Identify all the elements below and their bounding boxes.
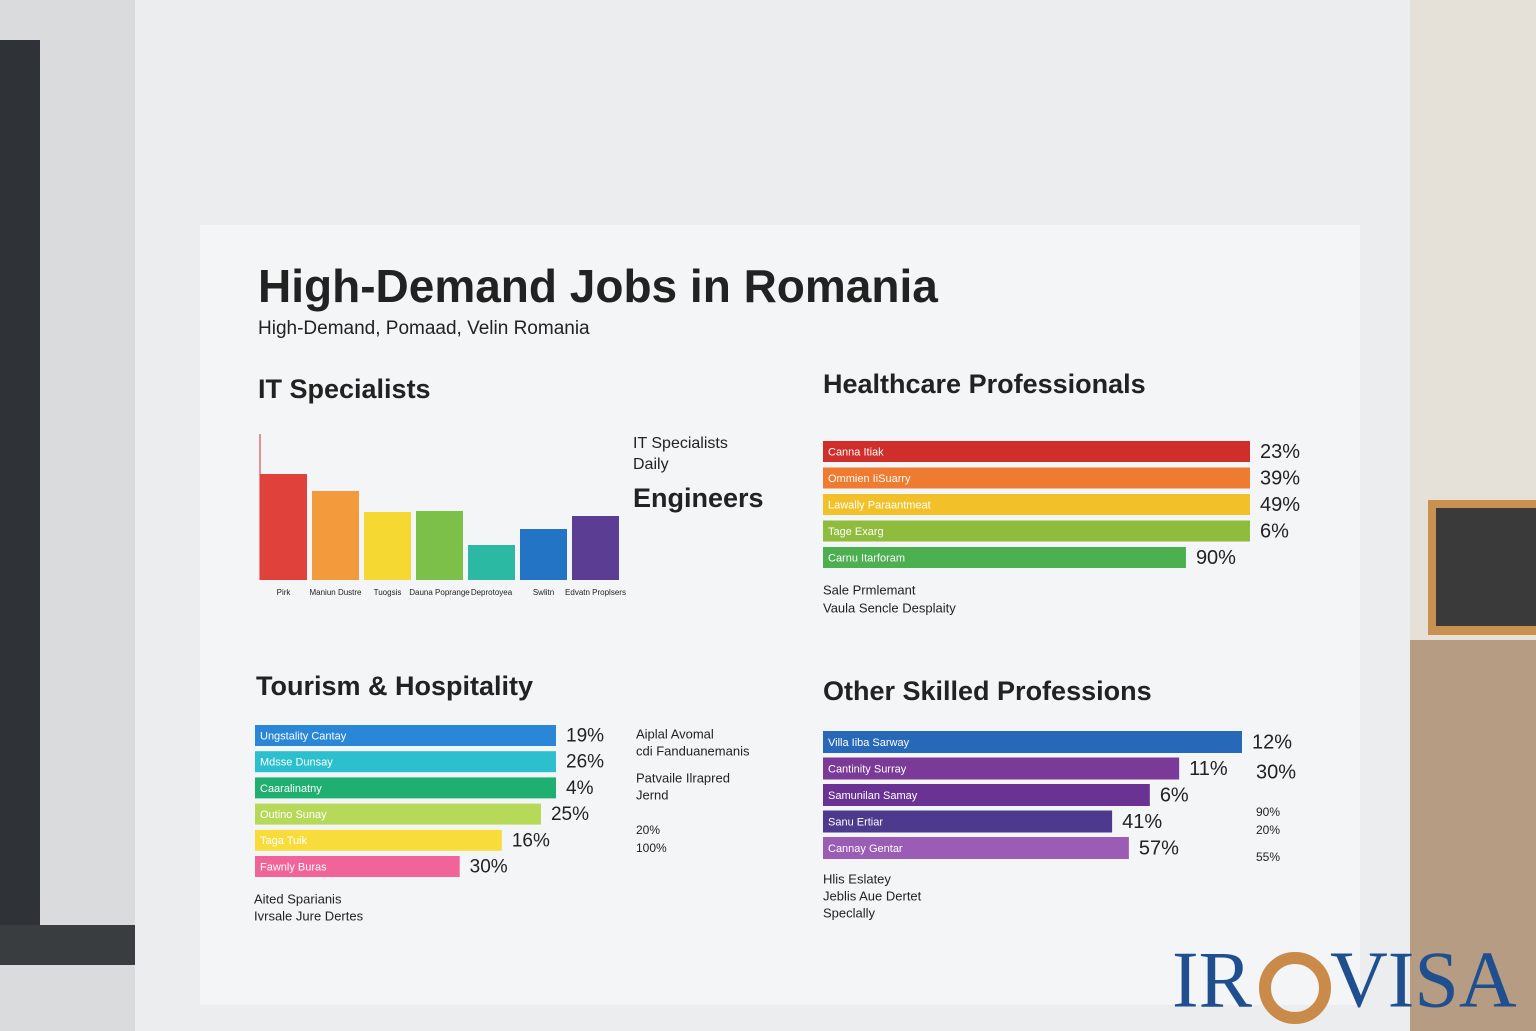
footnote: Ivrsale Jure Dertes	[254, 908, 364, 923]
x-tick-label: Dauna Poprange	[409, 588, 470, 597]
bar	[468, 545, 515, 580]
bar-label: 19%	[566, 726, 604, 747]
bar	[823, 757, 1180, 780]
note: Jernd	[636, 787, 669, 802]
bar-label: 49%	[1260, 494, 1300, 516]
title: High-Demand Jobs in Romania	[258, 260, 938, 312]
note: 30%	[1256, 761, 1296, 783]
bar-label: 26%	[566, 752, 604, 773]
bar	[823, 547, 1186, 568]
x-tick-label: Deprotoyea	[471, 588, 513, 597]
bar	[823, 784, 1150, 806]
bar	[823, 494, 1250, 515]
note: Patvaile Ilrapred	[636, 770, 730, 785]
note: 20%	[636, 823, 660, 837]
sill	[0, 925, 135, 965]
poster	[200, 225, 1360, 1005]
bar	[255, 856, 460, 877]
note: Daily	[633, 456, 669, 473]
bar-category: Ungstality Cantay	[260, 730, 347, 742]
note: IT Specialists	[633, 435, 728, 452]
x-tick-label: Edvatn Proplsers	[565, 588, 626, 597]
bar-category: Caaralinatny	[260, 783, 322, 795]
bar-label: 25%	[551, 804, 589, 825]
bar-category: Cannay Gentar	[828, 843, 903, 855]
x-tick-label: Tuogsis	[374, 588, 402, 597]
bar-label: 12%	[1252, 731, 1292, 753]
bar	[255, 777, 556, 799]
logo-o	[1259, 952, 1331, 1024]
bar	[520, 529, 567, 580]
bar-label: 41%	[1122, 811, 1162, 833]
bar	[312, 491, 359, 580]
bar-category: Outino Sunay	[260, 809, 327, 821]
bar	[260, 474, 307, 580]
footnote: Aited Sparianis	[254, 891, 342, 906]
bar-category: Mdsse Dunsay	[260, 757, 333, 769]
floor	[1410, 640, 1536, 1031]
bar	[255, 751, 556, 773]
chart-title: Other Skilled Professions	[823, 676, 1152, 706]
bar	[255, 803, 541, 825]
footnote: Speclally	[823, 905, 876, 920]
note: 100%	[636, 841, 667, 855]
bar	[823, 731, 1242, 753]
bar-label: 57%	[1139, 837, 1179, 859]
bar-category: Tage Exarg	[828, 526, 884, 538]
note: 20%	[1256, 823, 1280, 837]
bar	[572, 516, 619, 580]
bar-category: Ommien IiSuarry	[828, 473, 911, 485]
bar-category: Lawally Paraantmeat	[828, 499, 931, 511]
bar-label: 30%	[470, 857, 508, 878]
bar-label: 23%	[1260, 441, 1300, 463]
bar	[823, 810, 1113, 833]
bar-category: Samunilan Samay	[828, 790, 918, 802]
x-tick-label: Maniun Dustre	[309, 588, 362, 597]
bar-label: 6%	[1260, 520, 1289, 542]
bar	[823, 520, 1250, 542]
footnote: Jeblis Aue Dertet	[823, 888, 922, 903]
bar	[255, 829, 502, 851]
note: 90%	[1256, 805, 1280, 819]
bar-category: Taga Tuik	[260, 835, 308, 847]
bar-category: Fawnly Buras	[260, 861, 327, 873]
note: Engineers	[633, 483, 764, 513]
bar	[823, 837, 1129, 859]
chart-title: Tourism & Hospitality	[256, 671, 533, 701]
bar-category: Cantinity Surray	[828, 763, 907, 775]
note: cdi Fanduanemanis	[636, 743, 750, 758]
bar-category: Canna Itiak	[828, 446, 884, 458]
board-inner	[1436, 508, 1536, 626]
bar-label: 16%	[512, 830, 550, 851]
bar-label: 39%	[1260, 467, 1300, 489]
chart-title: IT Specialists	[258, 374, 431, 404]
chart-title: Healthcare Professionals	[823, 369, 1146, 399]
bar	[416, 511, 463, 580]
note: Aiplal Avomal	[636, 726, 714, 741]
logo-right: VISA	[1330, 936, 1517, 1024]
bar	[255, 725, 556, 746]
bar-category: Villa Iiba Sarway	[828, 737, 910, 749]
bar-category: Carnu Itarforam	[828, 552, 905, 564]
x-tick-label: Pirk	[277, 588, 292, 597]
logo-left: IR	[1172, 936, 1253, 1024]
subtitle: High-Demand, Pomaad, Velin Romania	[258, 318, 590, 339]
bar-label: 4%	[566, 778, 594, 799]
bar	[364, 512, 411, 580]
footnote: Vaula Sencle Desplaity	[823, 600, 956, 615]
note: 55%	[1256, 850, 1280, 864]
bar	[823, 467, 1250, 489]
bar-label: 90%	[1196, 547, 1236, 569]
x-tick-label: Swlitn	[533, 588, 554, 597]
bar-label: 6%	[1160, 784, 1189, 806]
window	[0, 40, 40, 940]
bar-category: Sanu Ertiar	[828, 816, 883, 828]
bar	[823, 441, 1250, 462]
footnote: Hlis Eslatey	[823, 871, 891, 886]
footnote: Sale Prmlemant	[823, 582, 916, 597]
bar-label: 11%	[1189, 758, 1228, 780]
